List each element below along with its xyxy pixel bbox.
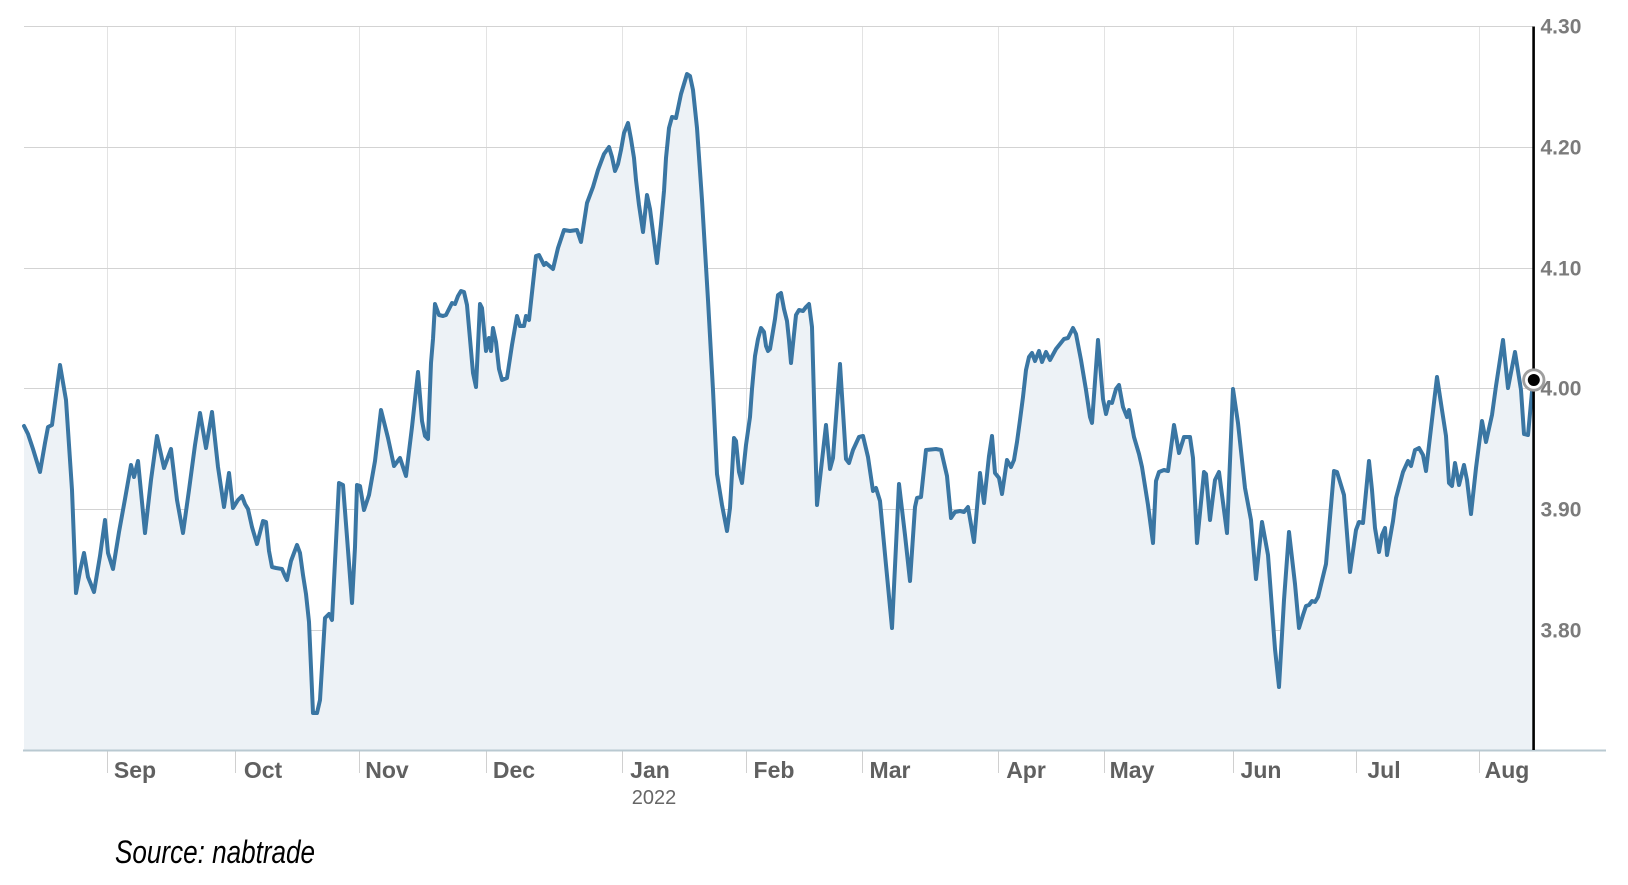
svg-text:May: May [1110,757,1155,783]
svg-text:Jun: Jun [1241,757,1282,783]
svg-text:3.80: 3.80 [1541,620,1582,643]
svg-text:4.10: 4.10 [1541,258,1582,281]
svg-text:3.90: 3.90 [1541,499,1582,522]
svg-text:4.30: 4.30 [1541,16,1582,39]
svg-text:Oct: Oct [244,757,283,783]
svg-text:Source: nabtrade: Source: nabtrade [115,834,315,870]
svg-text:Jul: Jul [1367,757,1400,783]
svg-text:Dec: Dec [493,757,535,783]
svg-text:2022: 2022 [632,787,677,809]
svg-text:4.20: 4.20 [1541,137,1582,160]
svg-text:Feb: Feb [754,757,795,783]
svg-text:Sep: Sep [114,757,156,783]
svg-text:Nov: Nov [365,757,409,783]
svg-text:Aug: Aug [1485,757,1530,783]
svg-text:Mar: Mar [870,757,911,783]
svg-text:Jan: Jan [630,757,670,783]
svg-text:4.00: 4.00 [1541,378,1582,401]
svg-text:Apr: Apr [1006,757,1046,783]
